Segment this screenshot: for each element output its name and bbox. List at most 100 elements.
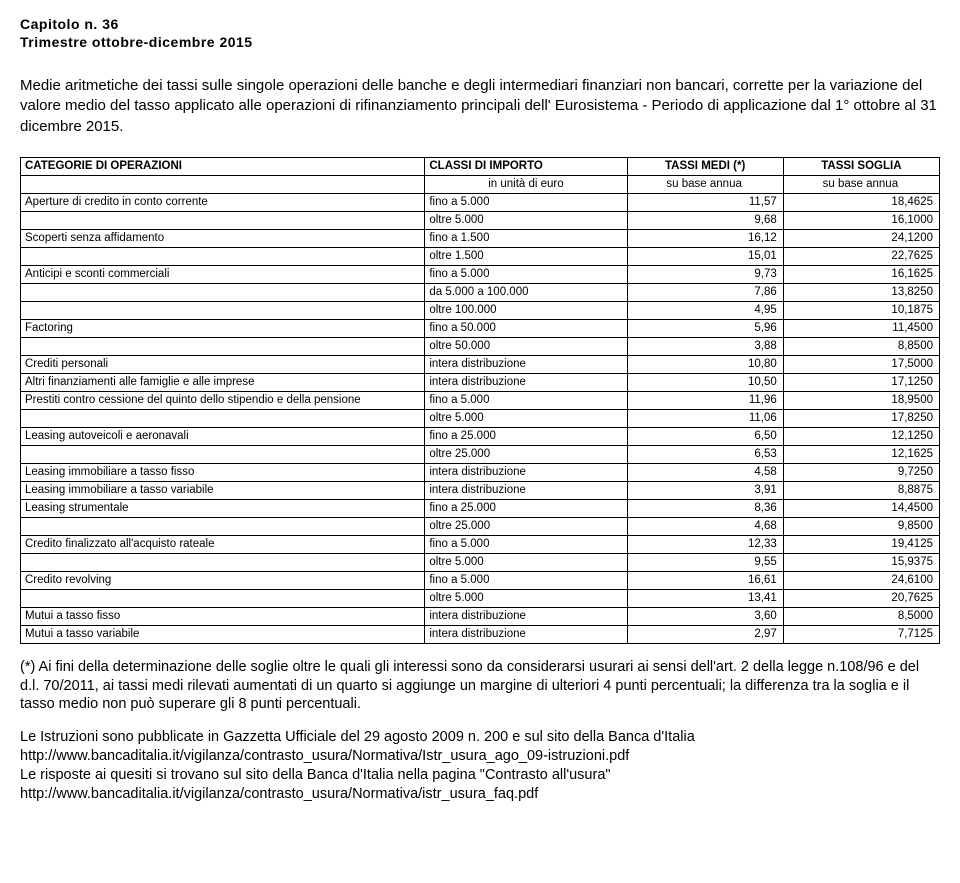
table-row: oltre 25.0006,5312,1625 — [21, 445, 940, 463]
cell-soglia: 13,8250 — [783, 283, 939, 301]
cell-soglia: 17,1250 — [783, 373, 939, 391]
cell-class: oltre 1.500 — [425, 247, 627, 265]
cell-class: fino a 25.000 — [425, 427, 627, 445]
header-class: CLASSI DI IMPORTO — [425, 157, 627, 175]
period-title: Trimestre ottobre-dicembre 2015 — [20, 34, 940, 50]
cell-soglia: 17,8250 — [783, 409, 939, 427]
cell-medi: 5,96 — [627, 319, 783, 337]
url-2: http://www.bancaditalia.it/vigilanza/con… — [20, 786, 538, 802]
cell-medi: 10,80 — [627, 355, 783, 373]
cell-class: oltre 25.000 — [425, 445, 627, 463]
cell-soglia: 16,1000 — [783, 211, 939, 229]
cell-category: Leasing immobiliare a tasso fisso — [21, 463, 425, 481]
cell-class: intera distribuzione — [425, 373, 627, 391]
cell-class: oltre 5.000 — [425, 553, 627, 571]
cell-medi: 9,55 — [627, 553, 783, 571]
cell-class: fino a 25.000 — [425, 499, 627, 517]
table-row: oltre 5.00011,0617,8250 — [21, 409, 940, 427]
header-category: CATEGORIE DI OPERAZIONI — [21, 157, 425, 175]
table-row: Altri finanziamenti alle famiglie e alle… — [21, 373, 940, 391]
cell-class: intera distribuzione — [425, 625, 627, 643]
cell-class: oltre 100.000 — [425, 301, 627, 319]
cell-class: fino a 5.000 — [425, 391, 627, 409]
cell-medi: 3,88 — [627, 337, 783, 355]
subheader-medi: su base annua — [627, 175, 783, 193]
cell-category — [21, 517, 425, 535]
table-row: da 5.000 a 100.0007,8613,8250 — [21, 283, 940, 301]
table-row: Scoperti senza affidamentofino a 1.50016… — [21, 229, 940, 247]
cell-category: Mutui a tasso fisso — [21, 607, 425, 625]
table-row: Mutui a tasso variabileintera distribuzi… — [21, 625, 940, 643]
cell-category: Scoperti senza affidamento — [21, 229, 425, 247]
cell-category — [21, 445, 425, 463]
cell-medi: 6,53 — [627, 445, 783, 463]
cell-soglia: 8,8500 — [783, 337, 939, 355]
cell-category: Credito finalizzato all'acquisto rateale — [21, 535, 425, 553]
table-row: Aperture di credito in conto correntefin… — [21, 193, 940, 211]
table-row: oltre 5.0009,5515,9375 — [21, 553, 940, 571]
table-row: Credito finalizzato all'acquisto rateale… — [21, 535, 940, 553]
cell-medi: 11,06 — [627, 409, 783, 427]
cell-class: fino a 5.000 — [425, 193, 627, 211]
cell-category: Anticipi e sconti commerciali — [21, 265, 425, 283]
cell-medi: 15,01 — [627, 247, 783, 265]
cell-medi: 13,41 — [627, 589, 783, 607]
table-row: oltre 100.0004,9510,1875 — [21, 301, 940, 319]
cell-class: fino a 50.000 — [425, 319, 627, 337]
chapter-title: Capitolo n. 36 — [20, 16, 940, 32]
table-row: Leasing immobiliare a tasso fissointera … — [21, 463, 940, 481]
cell-medi: 4,68 — [627, 517, 783, 535]
cell-soglia: 9,7250 — [783, 463, 939, 481]
cell-medi: 10,50 — [627, 373, 783, 391]
cell-soglia: 8,5000 — [783, 607, 939, 625]
cell-medi: 11,96 — [627, 391, 783, 409]
table-row: oltre 5.0009,6816,1000 — [21, 211, 940, 229]
faq-text: Le risposte ai quesiti si trovano sul si… — [20, 767, 611, 783]
cell-medi: 3,60 — [627, 607, 783, 625]
cell-medi: 2,97 — [627, 625, 783, 643]
cell-category: Credito revolving — [21, 571, 425, 589]
cell-medi: 9,73 — [627, 265, 783, 283]
cell-soglia: 19,4125 — [783, 535, 939, 553]
cell-medi: 6,50 — [627, 427, 783, 445]
cell-medi: 7,86 — [627, 283, 783, 301]
cell-soglia: 10,1875 — [783, 301, 939, 319]
rates-table: CATEGORIE DI OPERAZIONI CLASSI DI IMPORT… — [20, 157, 940, 644]
table-row: oltre 50.0003,888,8500 — [21, 337, 940, 355]
table-row: Mutui a tasso fissointera distribuzione3… — [21, 607, 940, 625]
cell-category: Factoring — [21, 319, 425, 337]
cell-category — [21, 337, 425, 355]
table-row: Factoringfino a 50.0005,9611,4500 — [21, 319, 940, 337]
cell-category: Crediti personali — [21, 355, 425, 373]
cell-soglia: 16,1625 — [783, 265, 939, 283]
intro-paragraph: Medie aritmetiche dei tassi sulle singol… — [20, 76, 940, 137]
table-row: Anticipi e sconti commercialifino a 5.00… — [21, 265, 940, 283]
subheader-soglia: su base annua — [783, 175, 939, 193]
table-row: oltre 25.0004,689,8500 — [21, 517, 940, 535]
cell-category: Prestiti contro cessione del quinto dell… — [21, 391, 425, 409]
cell-class: oltre 50.000 — [425, 337, 627, 355]
footnote-text: Ai fini della determinazione delle sogli… — [20, 659, 919, 713]
table-row: oltre 1.50015,0122,7625 — [21, 247, 940, 265]
cell-category — [21, 247, 425, 265]
cell-class: da 5.000 a 100.000 — [425, 283, 627, 301]
cell-category — [21, 409, 425, 427]
cell-class: oltre 5.000 — [425, 409, 627, 427]
cell-soglia: 24,6100 — [783, 571, 939, 589]
cell-category — [21, 553, 425, 571]
cell-category: Leasing strumentale — [21, 499, 425, 517]
cell-class: intera distribuzione — [425, 463, 627, 481]
cell-class: fino a 5.000 — [425, 265, 627, 283]
cell-class: fino a 5.000 — [425, 571, 627, 589]
cell-medi: 4,58 — [627, 463, 783, 481]
cell-medi: 12,33 — [627, 535, 783, 553]
cell-soglia: 11,4500 — [783, 319, 939, 337]
footnote-marker: (*) — [20, 659, 35, 675]
cell-class: intera distribuzione — [425, 481, 627, 499]
cell-soglia: 20,7625 — [783, 589, 939, 607]
cell-class: oltre 5.000 — [425, 589, 627, 607]
table-row: Crediti personaliintera distribuzione10,… — [21, 355, 940, 373]
cell-category — [21, 589, 425, 607]
cell-class: oltre 25.000 — [425, 517, 627, 535]
cell-medi: 11,57 — [627, 193, 783, 211]
